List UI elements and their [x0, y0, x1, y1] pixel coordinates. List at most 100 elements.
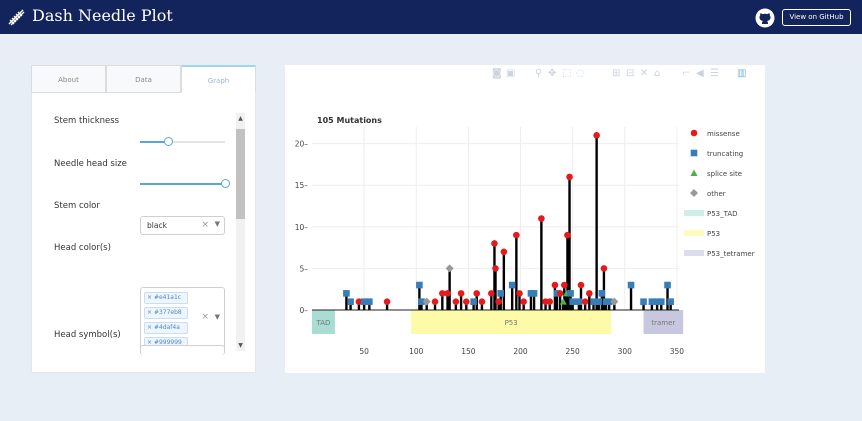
lasso-icon[interactable]: ◌ [576, 68, 585, 79]
view-on-github-button[interactable]: View on GitHub [782, 9, 851, 26]
missense-head[interactable] [561, 281, 568, 289]
scrollbar-thumb[interactable] [236, 129, 245, 219]
truncating-head[interactable] [366, 298, 373, 305]
legend-label[interactable]: P53_TAD [707, 210, 738, 218]
domain-bar[interactable] [312, 310, 335, 334]
truncating-head[interactable] [590, 298, 597, 305]
legend-marker[interactable] [684, 250, 704, 256]
stem-thickness-handle[interactable] [163, 137, 173, 146]
truncating-head[interactable] [343, 290, 350, 297]
missense-head[interactable] [566, 173, 573, 181]
scroll-up-icon[interactable]: ▲ [238, 115, 243, 122]
spike-lines-icon[interactable]: ⌐ [682, 68, 691, 79]
panel-scrollbar[interactable]: ▲ ▼ [236, 113, 245, 351]
truncating-head[interactable] [648, 298, 656, 305]
truncating-head[interactable] [653, 298, 661, 305]
pan-icon[interactable]: ✥ [548, 68, 557, 79]
home-icon[interactable]: ⌂ [654, 68, 661, 79]
legend-marker[interactable] [684, 230, 704, 236]
zoom-in-icon[interactable]: ⊞ [612, 68, 621, 79]
truncating-head[interactable] [497, 290, 505, 297]
missense-head[interactable] [492, 265, 499, 272]
missense-head[interactable] [556, 290, 564, 297]
hover-closest-icon[interactable]: ◀ [696, 68, 704, 79]
domain-bar[interactable] [643, 310, 684, 334]
plotly-logo-icon[interactable]: ▥ [737, 68, 747, 79]
truncating-head[interactable] [347, 298, 354, 305]
truncating-head[interactable] [598, 290, 606, 297]
hover-compare-icon[interactable]: ☰ [710, 68, 719, 79]
color-chip[interactable]: × #e41a1c [144, 292, 188, 304]
legend-label[interactable]: missense [707, 130, 740, 138]
legend-marker[interactable] [690, 169, 698, 177]
tab-graph[interactable]: Graph [181, 65, 256, 93]
truncating-head[interactable] [664, 281, 671, 289]
truncating-head[interactable] [575, 298, 583, 305]
zoom-icon[interactable]: ⚲ [535, 68, 543, 79]
needle-head-size-handle[interactable] [220, 179, 230, 188]
other-head[interactable] [610, 297, 619, 306]
color-chip[interactable]: × #4daf4a [144, 322, 188, 334]
head-colors-multiselect[interactable]: × #e41a1c × #377eb8 × #4daf4a × #999999 … [140, 287, 225, 353]
save-icon[interactable]: ▣ [506, 68, 516, 79]
legend-label[interactable]: other [707, 190, 726, 198]
missense-head[interactable] [577, 281, 585, 289]
color-chip[interactable]: × #377eb8 [144, 307, 188, 319]
chevron-down-icon[interactable]: ▼ [214, 220, 220, 228]
stem-color-dropdown[interactable]: black × ▼ [140, 216, 225, 235]
legend-label[interactable]: P53 [707, 230, 720, 238]
truncating-head[interactable] [657, 298, 665, 305]
missense-head[interactable] [520, 298, 527, 305]
tab-about[interactable]: About [31, 65, 106, 93]
missense-head[interactable] [491, 240, 498, 247]
autoscale-icon[interactable]: ✕ [640, 68, 649, 79]
truncating-head[interactable] [640, 298, 647, 305]
missense-head[interactable] [431, 298, 439, 305]
truncating-head[interactable] [567, 290, 574, 297]
missense-head[interactable] [500, 248, 508, 256]
missense-head[interactable] [516, 290, 523, 297]
truncating-head[interactable] [605, 298, 613, 305]
missense-head[interactable] [593, 132, 600, 139]
truncating-head[interactable] [508, 281, 516, 289]
missense-head[interactable] [488, 290, 495, 297]
missense-head[interactable] [478, 298, 486, 305]
legend-label[interactable]: P53_tetramer [707, 250, 755, 258]
truncating-head[interactable] [470, 298, 477, 305]
missense-head[interactable] [452, 298, 460, 305]
missense-head[interactable] [463, 298, 470, 305]
truncating-head[interactable] [627, 281, 635, 289]
missense-head[interactable] [383, 298, 391, 305]
truncating-head[interactable] [595, 298, 603, 305]
domain-bar[interactable] [411, 310, 612, 334]
missense-head[interactable] [600, 265, 608, 272]
missense-head[interactable] [457, 290, 465, 297]
missense-head[interactable] [473, 290, 481, 297]
legend-marker[interactable] [690, 129, 698, 137]
legend-marker[interactable] [684, 210, 704, 216]
chevron-down-icon[interactable]: ▼ [214, 313, 220, 321]
truncating-head[interactable] [416, 281, 423, 289]
missense-head[interactable] [444, 290, 451, 297]
splice-head[interactable] [559, 298, 567, 305]
box-select-icon[interactable]: ⬚ [562, 68, 572, 79]
scroll-down-icon[interactable]: ▼ [238, 342, 243, 349]
clear-icon[interactable]: × [201, 312, 209, 322]
missense-head[interactable] [564, 231, 571, 239]
truncating-head[interactable] [569, 298, 576, 305]
legend-marker[interactable] [690, 189, 698, 197]
truncating-head[interactable] [667, 298, 674, 305]
missense-head[interactable] [546, 298, 554, 305]
legend-label[interactable]: splice site [707, 170, 742, 178]
tab-data[interactable]: Data [106, 65, 181, 93]
missense-head[interactable] [513, 231, 520, 239]
legend-marker[interactable] [690, 149, 698, 157]
zoom-out-icon[interactable]: ⊟ [626, 68, 635, 79]
clear-icon[interactable]: × [201, 220, 209, 230]
truncating-head[interactable] [418, 298, 425, 305]
truncating-head[interactable] [360, 298, 368, 305]
truncating-head[interactable] [530, 290, 538, 297]
github-icon[interactable] [755, 8, 775, 28]
head-symbols-dropdown[interactable] [140, 345, 225, 355]
missense-head[interactable] [581, 298, 589, 305]
